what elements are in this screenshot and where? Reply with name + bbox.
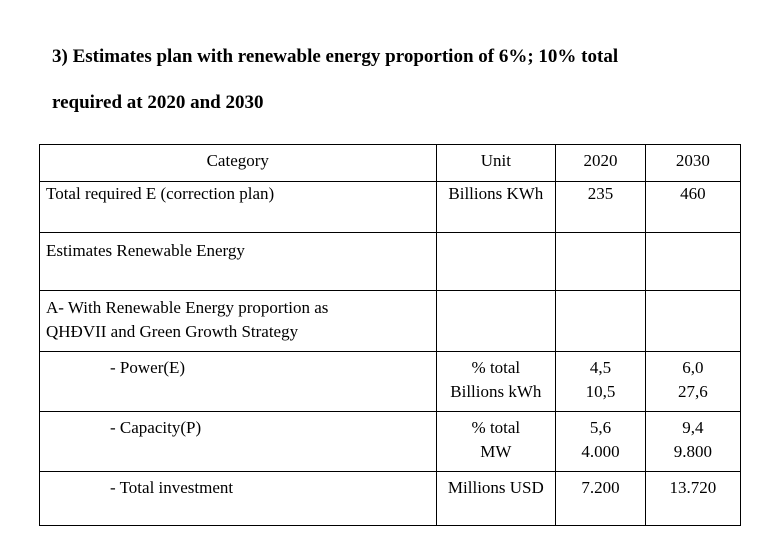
section-a-label-line-1: A- With Renewable Energy proportion as <box>46 298 329 317</box>
capacity-2020: 5,6 4.000 <box>555 411 646 472</box>
header-2020: 2020 <box>555 144 646 182</box>
empty-cell <box>555 232 646 291</box>
table-row: - Power(E) % total Billions kWh 4,5 10,5… <box>39 351 742 412</box>
table-row: A- With Renewable Energy proportion as Q… <box>39 290 742 352</box>
power-2030-line-1: 6,0 <box>682 358 704 377</box>
power-unit: % total Billions kWh <box>435 351 557 412</box>
capacity-unit: % total MW <box>435 411 557 472</box>
table-row: - Total investment Millions USD 7.200 13… <box>39 471 742 526</box>
estimates-table: Category Unit 2020 2030 Total required E… <box>39 144 742 526</box>
power-2020-line-1: 4,5 <box>589 358 612 377</box>
section-a-label-line-2: QHĐVII and Green Growth Strategy <box>46 322 299 341</box>
capacity-2030-line-1: 9,4 <box>682 418 704 437</box>
power-unit-line-1: % total <box>471 358 521 377</box>
header-unit: Unit <box>435 144 557 182</box>
empty-cell <box>555 290 646 352</box>
capacity-2020-line-2: 4.000 <box>581 442 620 461</box>
capacity-2020-line-1: 5,6 <box>589 418 612 437</box>
heading-line-2: required at 2020 and 2030 <box>52 92 264 113</box>
investment-label: - Total investment <box>39 471 437 526</box>
section-a-label: A- With Renewable Energy proportion as Q… <box>39 290 437 352</box>
empty-cell <box>435 290 557 352</box>
power-2030: 6,0 27,6 <box>644 351 742 412</box>
investment-2030: 13.720 <box>644 471 742 526</box>
empty-cell <box>644 232 742 291</box>
power-2020: 4,5 10,5 <box>555 351 646 412</box>
capacity-unit-line-1: % total <box>471 418 521 437</box>
total-required-2030: 460 <box>644 181 742 233</box>
estimates-renewable-label: Estimates Renewable Energy <box>39 232 437 291</box>
capacity-2030-line-2: 9.800 <box>673 442 713 461</box>
total-required-unit: Billions KWh <box>435 181 557 233</box>
power-2030-line-2: 27,6 <box>678 382 708 401</box>
capacity-2030: 9,4 9.800 <box>644 411 742 472</box>
power-2020-line-2: 10,5 <box>585 382 616 401</box>
investment-2020: 7.200 <box>555 471 646 526</box>
investment-unit: Millions USD <box>435 471 557 526</box>
capacity-label: - Capacity(P) <box>39 411 437 472</box>
table-row: Total required E (correction plan) Billi… <box>39 181 742 233</box>
total-required-2020: 235 <box>555 181 646 233</box>
table-row: - Capacity(P) % total MW 5,6 4.000 9,4 9… <box>39 411 742 472</box>
empty-cell <box>435 232 557 291</box>
header-category: Category <box>39 144 437 182</box>
capacity-unit-line-2: MW <box>480 442 512 461</box>
table-row: Estimates Renewable Energy <box>39 232 742 291</box>
power-unit-line-2: Billions kWh <box>450 382 542 401</box>
heading-line-1: 3) Estimates plan with renewable energy … <box>52 46 619 67</box>
total-required-label: Total required E (correction plan) <box>39 181 437 233</box>
header-2030: 2030 <box>644 144 742 182</box>
empty-cell <box>644 290 742 352</box>
power-label: - Power(E) <box>39 351 437 412</box>
table-header-row: Category Unit 2020 2030 <box>39 144 742 182</box>
